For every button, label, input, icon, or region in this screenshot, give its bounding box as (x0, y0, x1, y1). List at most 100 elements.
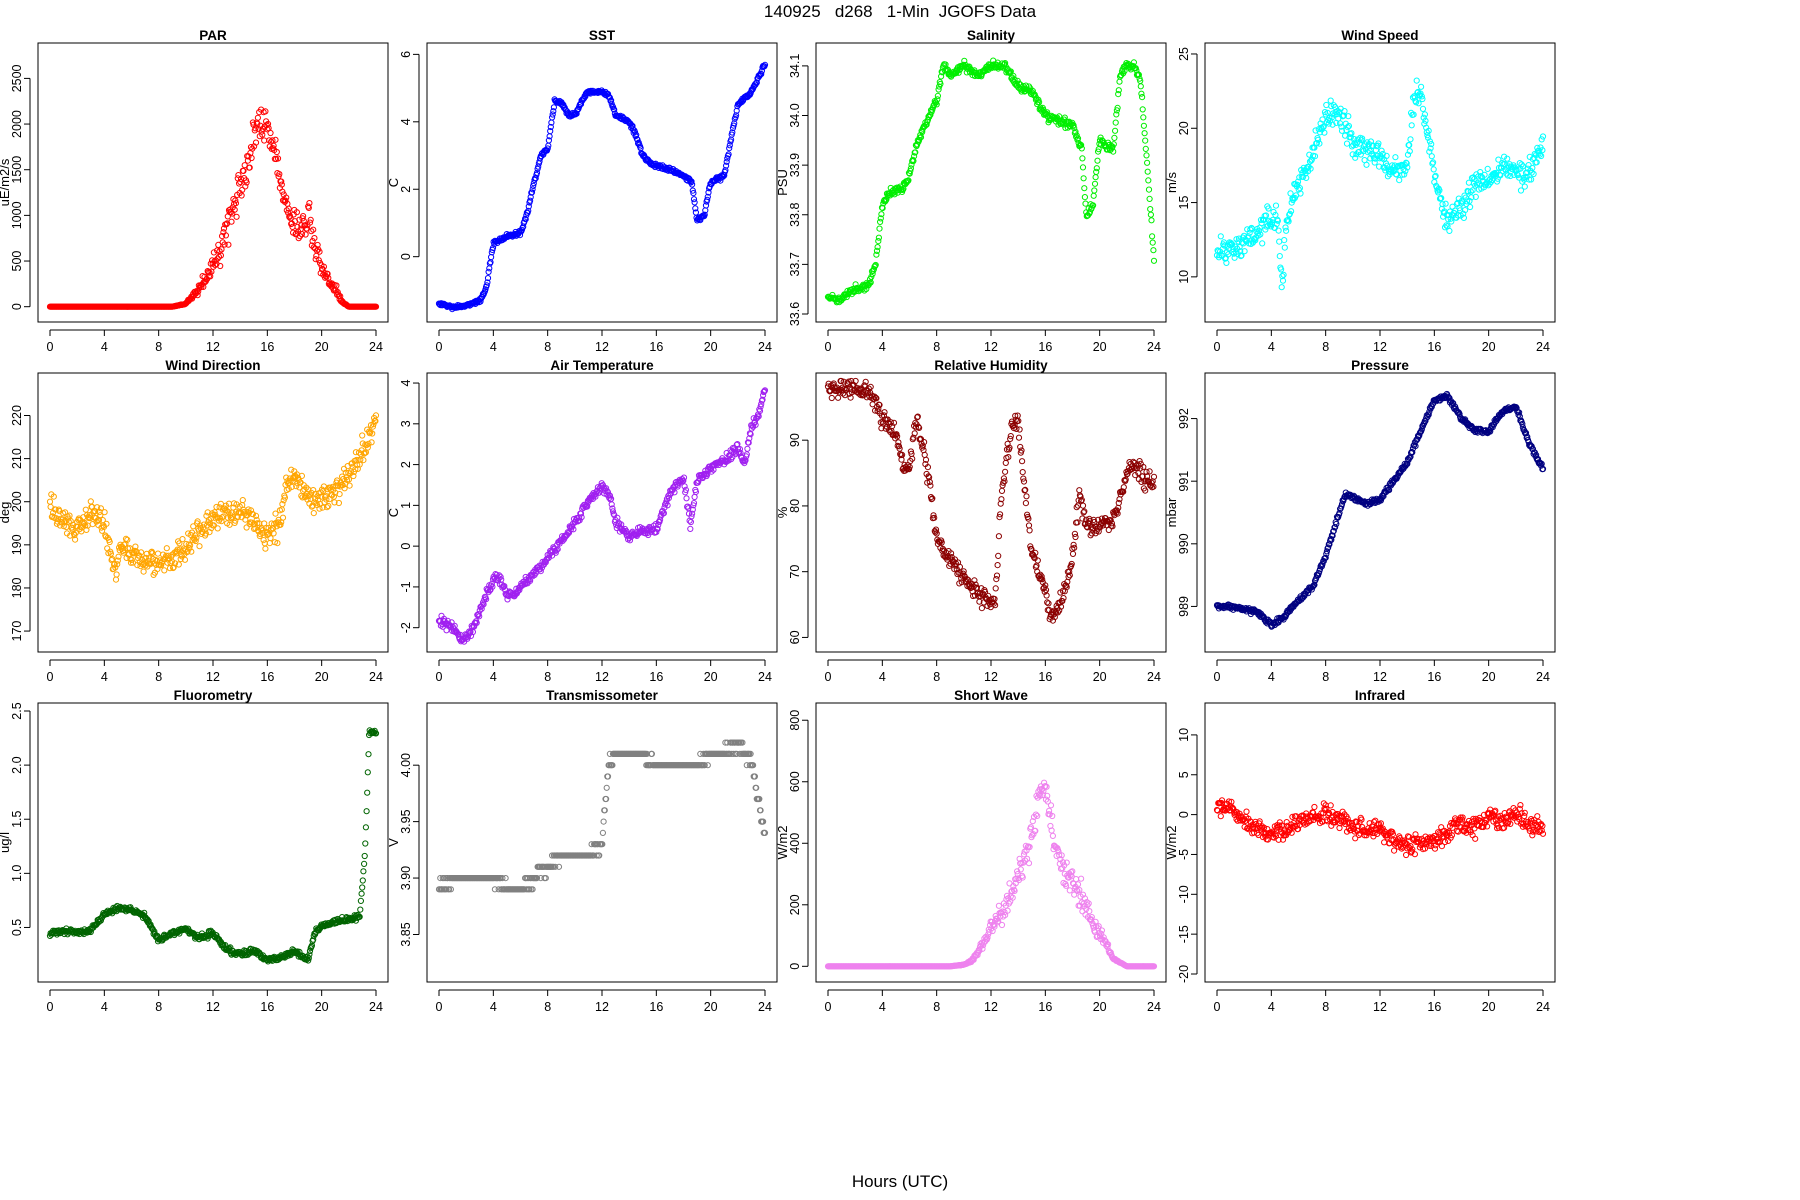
data-point (1112, 127, 1119, 134)
x-axis: 0 4 8 12 16 20 24 (825, 329, 1161, 354)
data-point (1144, 168, 1151, 175)
data-point (1147, 211, 1155, 218)
data-point (1325, 544, 1332, 551)
data-point (307, 216, 314, 223)
data-point (1100, 522, 1107, 529)
data-point (111, 561, 118, 568)
data-point (606, 93, 613, 101)
data-point (1303, 174, 1310, 181)
data-point (1059, 598, 1066, 605)
data-point (574, 107, 581, 114)
data-point (1123, 471, 1131, 478)
data-point (752, 421, 759, 428)
data-point (204, 509, 211, 516)
data-point (745, 439, 752, 446)
chart-title: Air Temperature (550, 358, 654, 373)
data-point (1465, 179, 1473, 186)
data-point (971, 577, 978, 584)
data-point (1248, 224, 1255, 232)
data-point (1529, 164, 1536, 172)
data-point (333, 282, 340, 289)
data-point (365, 751, 372, 758)
x-tick-label: 16 (260, 340, 274, 354)
data-point (104, 545, 111, 552)
data-point (680, 474, 688, 481)
data-point (127, 559, 135, 566)
data-point (1538, 136, 1545, 143)
data-point (1081, 185, 1088, 192)
data-points (46, 412, 380, 583)
data-point (653, 525, 661, 532)
data-point (1019, 469, 1026, 476)
data-point (216, 248, 223, 255)
data-point (892, 431, 899, 438)
data-point (480, 601, 487, 608)
y-tick-label: 2 (399, 461, 413, 468)
data-point (335, 499, 342, 507)
x-axis: 0 4 8 12 16 20 24 (1214, 659, 1550, 684)
data-point (352, 449, 359, 456)
data-point (1078, 142, 1085, 149)
data-point (369, 423, 376, 430)
data-point (254, 114, 261, 121)
data-point (871, 263, 878, 270)
data-point (1138, 90, 1145, 97)
data-point (262, 108, 269, 115)
data-point (998, 487, 1006, 494)
data-point (552, 549, 559, 556)
y-tick-label: 991 (1177, 471, 1191, 492)
x-tick-label: 12 (595, 1000, 609, 1014)
chart-title: Wind Direction (165, 358, 260, 373)
data-point (372, 418, 379, 425)
x-tick-label: 4 (490, 340, 497, 354)
data-point (1350, 135, 1358, 143)
data-point (934, 96, 941, 103)
y-axis-label: PSU (775, 169, 790, 196)
data-point (1060, 595, 1067, 602)
data-point (1108, 520, 1116, 527)
data-point (876, 401, 883, 409)
data-point (372, 412, 380, 419)
y-tick-label: 992 (1177, 408, 1191, 429)
data-point (226, 521, 233, 528)
data-points (824, 57, 1158, 306)
plot-frame (1204, 42, 1556, 323)
y-axis-label: C (386, 178, 401, 187)
data-point (362, 824, 369, 831)
data-point (483, 596, 490, 603)
data-point (1507, 172, 1514, 180)
data-point (1235, 235, 1243, 242)
data-point (277, 521, 284, 528)
data-point (1081, 194, 1089, 201)
data-point (1011, 76, 1018, 83)
data-point (838, 377, 845, 385)
data-point (1093, 165, 1100, 172)
data-point (1023, 493, 1030, 500)
data-point (1465, 188, 1472, 195)
data-point (1017, 443, 1024, 451)
y-tick-label: 220 (10, 405, 24, 426)
data-point (1020, 475, 1027, 482)
data-point (1114, 510, 1121, 517)
data-point (246, 164, 253, 171)
data-point (958, 579, 965, 586)
data-point (681, 483, 688, 490)
data-point (1148, 217, 1155, 224)
data-point (331, 499, 338, 506)
data-point (1044, 599, 1051, 606)
data-point (360, 457, 367, 464)
data-point (608, 97, 615, 104)
data-point (1363, 161, 1370, 168)
data-point (190, 523, 197, 530)
x-tick-label: 16 (1427, 670, 1441, 684)
y-tick-label: 80 (788, 499, 802, 513)
data-point (1219, 245, 1226, 252)
data-point (270, 142, 277, 149)
data-point (1338, 501, 1346, 508)
y-tick-label: 190 (10, 534, 24, 555)
data-point (1538, 152, 1545, 160)
data-point (1084, 524, 1091, 531)
